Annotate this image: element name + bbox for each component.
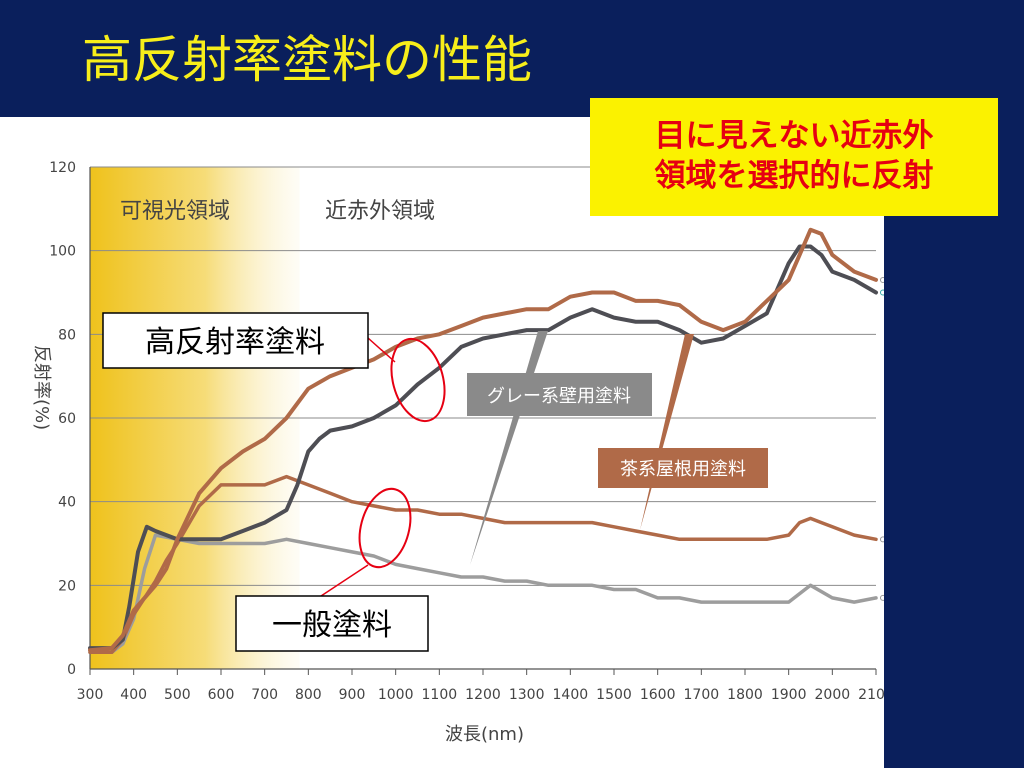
reflectance-chart: 0 20 40 60 80 100 120 300 400 500 600 700 800 900 100… [31, 160, 884, 745]
ylabel: 反射率(%) [31, 345, 52, 430]
xtick-label: 900 [339, 687, 366, 703]
xtick-label: 1200 [465, 687, 501, 703]
gray-paint-tag: グレー系壁用塗料 [467, 373, 652, 416]
label-high-reflect-text: 高反射率塗料 [145, 325, 325, 360]
xtick-label: 1500 [596, 687, 632, 703]
xtick-label: 1300 [509, 687, 545, 703]
ytick-label: 80 [58, 327, 76, 343]
ytick-label: 100 [49, 244, 76, 260]
pointer-line-general [317, 564, 369, 599]
label-general: 一般塗料 [235, 595, 429, 652]
xtick-label: 1600 [640, 687, 676, 703]
series-endpoint-0 [880, 276, 884, 283]
xtick-label: 1700 [684, 687, 720, 703]
ylabel-text: 反射率(%) [31, 345, 52, 430]
xtick-label: 300 [77, 687, 104, 703]
region-label-near-infrared: 近赤外領域 [325, 199, 435, 224]
highlight-ellipse-general [358, 487, 412, 569]
callout-line-1: 目に見えない近赤外 [654, 118, 934, 154]
highlight-ellipse-high [390, 337, 446, 423]
xtick-label: 1900 [771, 687, 807, 703]
chart-panel: 0 20 40 60 80 100 120 300 400 500 600 700 800 900 100… [0, 117, 884, 768]
ytick-label: 60 [58, 411, 76, 427]
xtick-label: 1000 [378, 687, 414, 703]
callout-line-2: 領域を選択的に反射 [654, 158, 934, 194]
series-endpoint-2 [880, 536, 884, 543]
label-high-reflect: 高反射率塗料 [102, 312, 369, 369]
xtick-label: 2100 [858, 687, 884, 703]
callout-box: 目に見えない近赤外 領域を選択的に反射 [590, 98, 998, 216]
ytick-label: 120 [49, 160, 76, 176]
ytick-label: 0 [67, 662, 76, 678]
xlabel: 波長(nm) [445, 724, 524, 745]
xtick-label: 500 [164, 687, 191, 703]
label-general-text: 一般塗料 [272, 608, 392, 643]
series-endpoint-3 [880, 594, 884, 601]
gray-paint-tag-label: グレー系壁用塗料 [487, 385, 631, 407]
ytick-label: 20 [58, 578, 76, 594]
region-label-visible: 可視光領域 [120, 199, 230, 224]
ytick-label: 40 [58, 495, 76, 511]
gray-tag-pointer [470, 331, 548, 565]
xtick-label: 600 [208, 687, 235, 703]
brown-paint-tag-label: 茶系屋根用塗料 [620, 458, 746, 480]
xtick-label: 800 [295, 687, 322, 703]
xtick-label: 2000 [815, 687, 851, 703]
xtick-label: 1400 [553, 687, 589, 703]
xtick-label: 400 [120, 687, 147, 703]
series-line-0 [88, 227, 878, 653]
series-line-1 [88, 244, 878, 651]
series-endpoint-1 [880, 289, 884, 296]
pointer-line-high [367, 337, 396, 363]
brown-paint-tag: 茶系屋根用塗料 [598, 448, 768, 488]
xtick-label: 1800 [727, 687, 763, 703]
brown-tag-pointer [640, 334, 694, 530]
xtick-label: 700 [251, 687, 278, 703]
xtick-label: 1100 [422, 687, 458, 703]
slide-title: 高反射率塗料の性能 [82, 31, 532, 89]
